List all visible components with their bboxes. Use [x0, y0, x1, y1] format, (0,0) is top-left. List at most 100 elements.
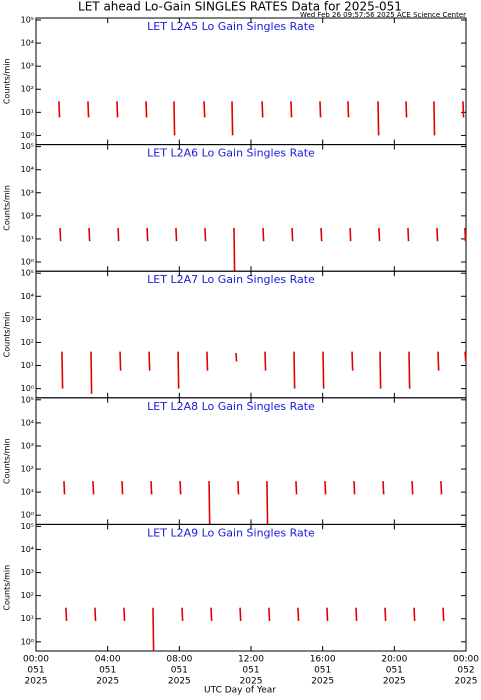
panel-title: LET L2A6 Lo Gain Singles Rate [147, 147, 315, 160]
spike [173, 101, 176, 136]
spike [148, 351, 151, 371]
spike [407, 227, 410, 242]
x-tick-year: 2025 [455, 677, 478, 687]
y-tick-label: 10¹ [21, 361, 34, 370]
y-tick-label: 10⁰ [21, 131, 34, 140]
spike [379, 351, 382, 389]
spike [464, 351, 467, 362]
spike [353, 481, 356, 495]
y-axis-label: Counts/min [3, 58, 12, 104]
x-tick-year: 2025 [25, 677, 48, 687]
y-tick-label: 10⁵ [21, 269, 34, 278]
y-tick-label: 10² [21, 85, 34, 94]
spike [152, 607, 155, 652]
x-tick-label: 20:00 [381, 655, 407, 665]
spike [262, 227, 265, 242]
x-tick-year: 2025 [240, 677, 263, 687]
panel-frame [35, 144, 467, 272]
spike [206, 351, 209, 371]
y-tick-label: 10⁰ [21, 637, 34, 646]
x-tick-label: 08:00 [166, 655, 192, 665]
x-tick-label: 12:00 [238, 655, 264, 665]
spike [355, 607, 358, 622]
x-tick-label: 04:00 [95, 655, 121, 665]
y-tick-label: 10¹ [21, 108, 34, 117]
y-axis-label: Counts/min [3, 565, 12, 611]
y-tick-label: 10³ [21, 568, 34, 577]
y-tick-label: 10⁴ [21, 418, 34, 427]
spike [442, 607, 445, 622]
spike [462, 101, 465, 118]
spike [264, 351, 267, 371]
y-tick-label: 10² [21, 591, 34, 600]
spike [413, 607, 416, 622]
panel-title: LET L2A5 Lo Gain Singles Rate [147, 20, 315, 33]
spike [65, 607, 68, 622]
spike [117, 227, 120, 242]
x-axis-label: UTC Day of Year [204, 686, 276, 696]
y-tick-label: 10⁵ [21, 142, 34, 151]
y-tick-label: 10³ [21, 188, 34, 197]
spike [326, 607, 329, 622]
spike [377, 101, 380, 136]
panel-frame [35, 17, 467, 146]
spike [88, 227, 91, 242]
y-tick-label: 10⁰ [21, 384, 34, 393]
spike [239, 607, 242, 622]
y-tick-label: 10⁴ [21, 292, 34, 301]
y-tick-label: 10² [21, 338, 34, 347]
x-tick-day: 051 [386, 666, 403, 676]
x-tick-year: 2025 [96, 677, 119, 687]
spike [382, 481, 385, 495]
x-tick-label: 00:00 [23, 655, 49, 665]
y-axis-label: Counts/min [3, 438, 12, 484]
y-tick-label: 10⁰ [21, 511, 34, 520]
spike [237, 481, 240, 495]
panel-frame [35, 270, 467, 399]
spike [405, 101, 408, 118]
spike [324, 481, 327, 495]
y-tick-label: 10¹ [21, 614, 34, 623]
spike [384, 607, 387, 622]
spike [59, 227, 62, 242]
spike [92, 481, 95, 495]
y-tick-label: 10² [21, 465, 34, 474]
spike [351, 351, 354, 371]
chart-title: LET ahead Lo-Gain SINGLES RATES Data for… [78, 0, 402, 14]
spike [322, 351, 325, 389]
spike [87, 101, 90, 118]
panel-frame [35, 397, 467, 525]
spike [297, 607, 300, 622]
spike [63, 481, 66, 495]
x-tick-label: 16:00 [310, 655, 336, 665]
spike [150, 481, 153, 495]
panel-title: LET L2A9 Lo Gain Singles Rate [147, 526, 315, 539]
x-tick-year: 2025 [383, 677, 406, 687]
spike [291, 227, 294, 242]
y-tick-label: 10³ [21, 441, 34, 450]
y-axis-label: Counts/min [3, 312, 12, 358]
y-tick-label: 10³ [21, 315, 34, 324]
spike [266, 481, 269, 525]
y-tick-label: 10⁴ [21, 39, 34, 48]
spike [121, 481, 124, 495]
y-tick-label: 10⁴ [21, 545, 34, 554]
y-axis-label: Counts/min [3, 185, 12, 231]
y-tick-label: 10² [21, 211, 34, 220]
spike [440, 481, 443, 495]
spike [94, 607, 97, 622]
spike [378, 227, 381, 242]
spike [436, 227, 439, 242]
spike [268, 607, 271, 622]
y-tick-label: 10³ [21, 62, 34, 71]
spike [58, 101, 61, 118]
spike [146, 227, 149, 242]
spike [319, 101, 322, 118]
y-tick-label: 10¹ [21, 488, 34, 497]
y-tick-label: 10⁰ [21, 258, 34, 267]
panel-title: LET L2A8 Lo Gain Singles Rate [147, 400, 315, 413]
spike [347, 101, 350, 118]
spike [437, 351, 440, 371]
spike [175, 227, 178, 242]
